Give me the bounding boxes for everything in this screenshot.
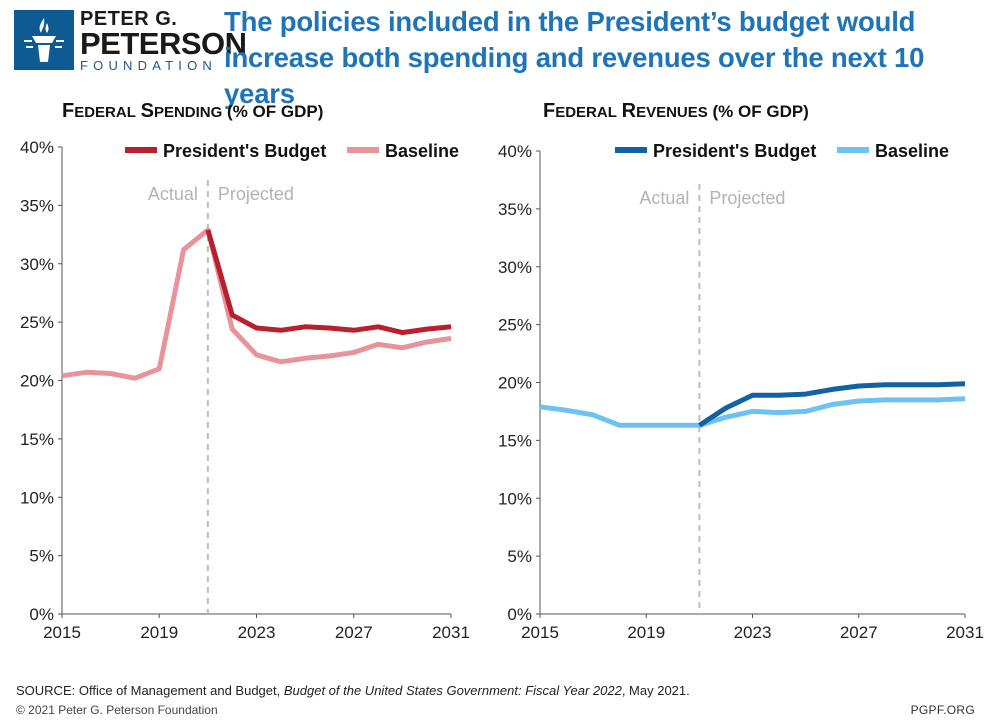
peterson-foundation-logo-icon (14, 10, 74, 70)
revenues-x-tick-label: 2023 (734, 623, 772, 642)
revenues-x-tick-label: 2031 (946, 623, 984, 642)
source-note: SOURCE: Office of Management and Budget,… (16, 683, 690, 698)
spending-y-tick-label: 35% (20, 196, 54, 215)
revenues-x-tick-label: 2019 (627, 623, 665, 642)
logo-line-1: PETER G. (80, 8, 178, 30)
revenues-y-tick-label: 5% (507, 547, 532, 566)
revenues-series-presidents-budget-line (698, 381, 966, 428)
revenues-y-tick-label: 25% (498, 316, 532, 335)
spending-x-tick-label: 2015 (43, 623, 81, 642)
revenues-y-tick-label: 0% (507, 605, 532, 624)
spending-x-tick-label: 2019 (140, 623, 178, 642)
spending-annotation-actual: Actual (148, 184, 198, 204)
spending-legend-presidents-budget-label: President's Budget (163, 141, 326, 161)
spending-annotation-projected: Projected (218, 184, 294, 204)
spending-y-tick-label: 25% (20, 313, 54, 332)
revenues-legend-baseline-label: Baseline (875, 141, 949, 161)
spending-y-tick-label: 5% (29, 547, 54, 566)
spending-series-baseline-line (61, 227, 452, 381)
spending-y-tick-label: 40% (20, 138, 54, 157)
logo-wordmark: PETER G. PETERSON FOUNDATION (80, 9, 247, 74)
spending-y-tick-label: 10% (20, 488, 54, 507)
source-prefix: SOURCE: Office of Management and Budget, (16, 683, 284, 698)
site-url: PGPF.ORG (910, 703, 975, 717)
revenues-x-tick-label: 2027 (840, 623, 878, 642)
spending-chart: 0% 5% 10% 15% 20% 25% 30% 35% 40% 2015 2019 2023 202… (20, 138, 470, 642)
revenues-y-tick-label: 30% (498, 258, 532, 277)
source-title: Budget of the United States Government: … (283, 683, 622, 698)
revenues-y-tick-label: 15% (498, 431, 532, 450)
logo-line-3: FOUNDATION (80, 58, 217, 73)
source-suffix: , May 2021. (621, 683, 690, 698)
spending-legend-baseline-label: Baseline (385, 141, 459, 161)
page-headline: The policies included in the President’s… (224, 6, 925, 109)
spending-y-tick-label: 20% (20, 372, 54, 391)
revenues-annotation-projected: Projected (709, 188, 785, 208)
logo-line-2: PETERSON (80, 26, 247, 61)
copyright-note: © 2021 Peter G. Peterson Foundation (16, 703, 218, 717)
spending-x-tick-label: 2031 (432, 623, 470, 642)
spending-series-presidents-budget-line (205, 229, 452, 336)
spending-chart-title: FEDERAL SPENDING (% OF GDP) (62, 100, 323, 122)
spending-x-tick-label: 2027 (335, 623, 373, 642)
torch-icon (24, 18, 64, 62)
spending-y-tick-label: 0% (29, 605, 54, 624)
revenues-y-tick-label: 10% (498, 489, 532, 508)
revenues-x-tick-label: 2015 (521, 623, 559, 642)
spending-x-tick-label: 2023 (238, 623, 276, 642)
revenues-annotation-actual: Actual (639, 188, 689, 208)
revenues-y-tick-label: 40% (498, 142, 532, 161)
revenues-legend-presidents-budget-label: President's Budget (653, 141, 816, 161)
spending-y-tick-label: 15% (20, 430, 54, 449)
revenues-chart-title: FEDERAL REVENUES (% OF GDP) (543, 100, 809, 122)
spending-y-tick-label: 30% (20, 255, 54, 274)
revenues-chart: 0% 5% 10% 15% 20% 25% 30% 35% 40% 2015 2019 2023 202… (498, 141, 984, 642)
revenues-y-tick-label: 35% (498, 200, 532, 219)
revenues-y-tick-label: 20% (498, 374, 532, 393)
revenues-series-baseline-line (539, 396, 966, 428)
